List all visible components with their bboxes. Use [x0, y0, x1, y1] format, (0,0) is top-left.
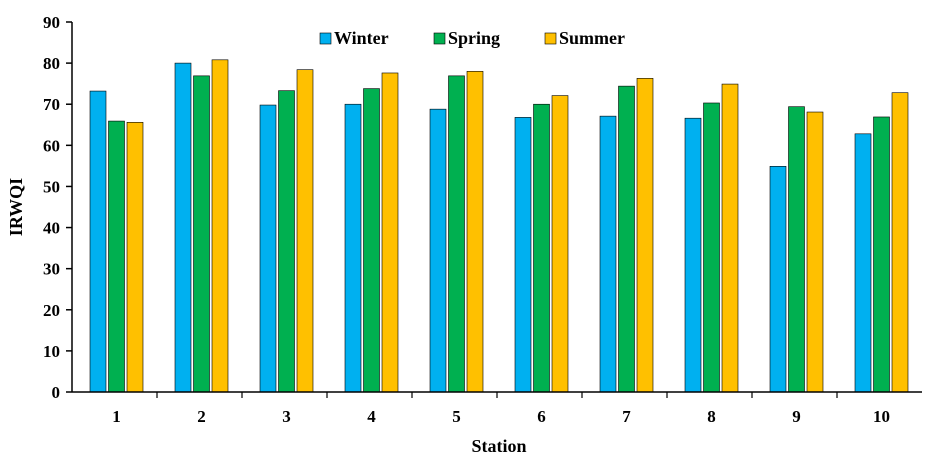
x-tick-label: 9	[792, 407, 801, 426]
y-tick-label: 40	[43, 219, 60, 238]
bar-summer-station-4	[381, 72, 399, 393]
bar-winter-station-10	[854, 133, 872, 393]
x-axis-title: Station	[471, 436, 526, 456]
x-tick-label: 1	[112, 407, 121, 426]
y-ticks-group: 0 10 20 30 40 50 60 70 80 90	[43, 13, 72, 402]
y-tick-label: 90	[43, 13, 60, 32]
bar-spring-station-10	[873, 116, 890, 393]
bar-summer-station-8	[721, 83, 739, 393]
bar-spring-station-8	[703, 102, 720, 393]
legend-label-spring: Spring	[448, 28, 500, 48]
legend-swatch-spring	[433, 32, 446, 45]
y-tick-label: 0	[52, 383, 61, 402]
x-tick-label: 2	[197, 407, 206, 426]
bar-winter-station-6	[514, 117, 532, 393]
bar-summer-station-5	[466, 71, 484, 393]
y-tick-label: 70	[43, 95, 60, 114]
x-tick-label: 8	[707, 407, 716, 426]
x-tick-label: 3	[282, 407, 291, 426]
bar-spring-station-2	[193, 75, 210, 393]
bar-spring-station-1	[108, 120, 125, 393]
x-tick-label: 4	[367, 407, 376, 426]
bar-summer-station-10	[891, 92, 909, 393]
x-tick-label: 10	[873, 407, 890, 426]
legend-label-winter: Winter	[334, 28, 389, 48]
bar-summer-station-2	[211, 59, 229, 393]
bar-winter-station-8	[684, 117, 702, 393]
y-tick-label: 10	[43, 342, 60, 361]
bar-spring-station-5	[448, 75, 465, 393]
x-tick-label: 6	[537, 407, 546, 426]
bar-summer-station-9	[806, 111, 824, 393]
bar-winter-station-4	[344, 103, 362, 393]
y-axis-title: IRWQI	[6, 178, 26, 236]
x-tick-label: 5	[452, 407, 461, 426]
bar-winter-station-9	[769, 166, 787, 393]
bar-winter-station-7	[599, 115, 617, 393]
legend: Winter Spring Summer	[319, 28, 625, 48]
y-tick-label: 30	[43, 260, 60, 279]
x-tick-label: 7	[622, 407, 631, 426]
bar-spring-station-9	[788, 106, 805, 393]
bars-group	[89, 59, 909, 393]
x-ticks-group: 1 2 3 4 5 6 7 8 9 10	[112, 392, 890, 426]
bar-winter-station-5	[429, 108, 447, 393]
y-tick-label: 20	[43, 301, 60, 320]
legend-swatch-winter	[319, 32, 332, 45]
y-tick-label: 60	[43, 136, 60, 155]
bar-spring-station-3	[278, 90, 295, 393]
legend-swatch-summer	[544, 32, 557, 45]
bar-summer-station-3	[296, 69, 314, 393]
y-tick-label: 50	[43, 177, 60, 196]
legend-label-summer: Summer	[559, 28, 625, 48]
bar-spring-station-7	[618, 85, 635, 393]
bar-spring-station-6	[533, 103, 550, 393]
bar-winter-station-2	[174, 62, 192, 393]
bar-summer-station-7	[636, 78, 654, 393]
bar-summer-station-1	[126, 122, 144, 393]
bar-winter-station-3	[259, 104, 277, 393]
bar-summer-station-6	[551, 95, 569, 393]
bar-spring-station-4	[363, 88, 380, 393]
bar-winter-station-1	[89, 90, 107, 393]
y-tick-label: 80	[43, 54, 60, 73]
